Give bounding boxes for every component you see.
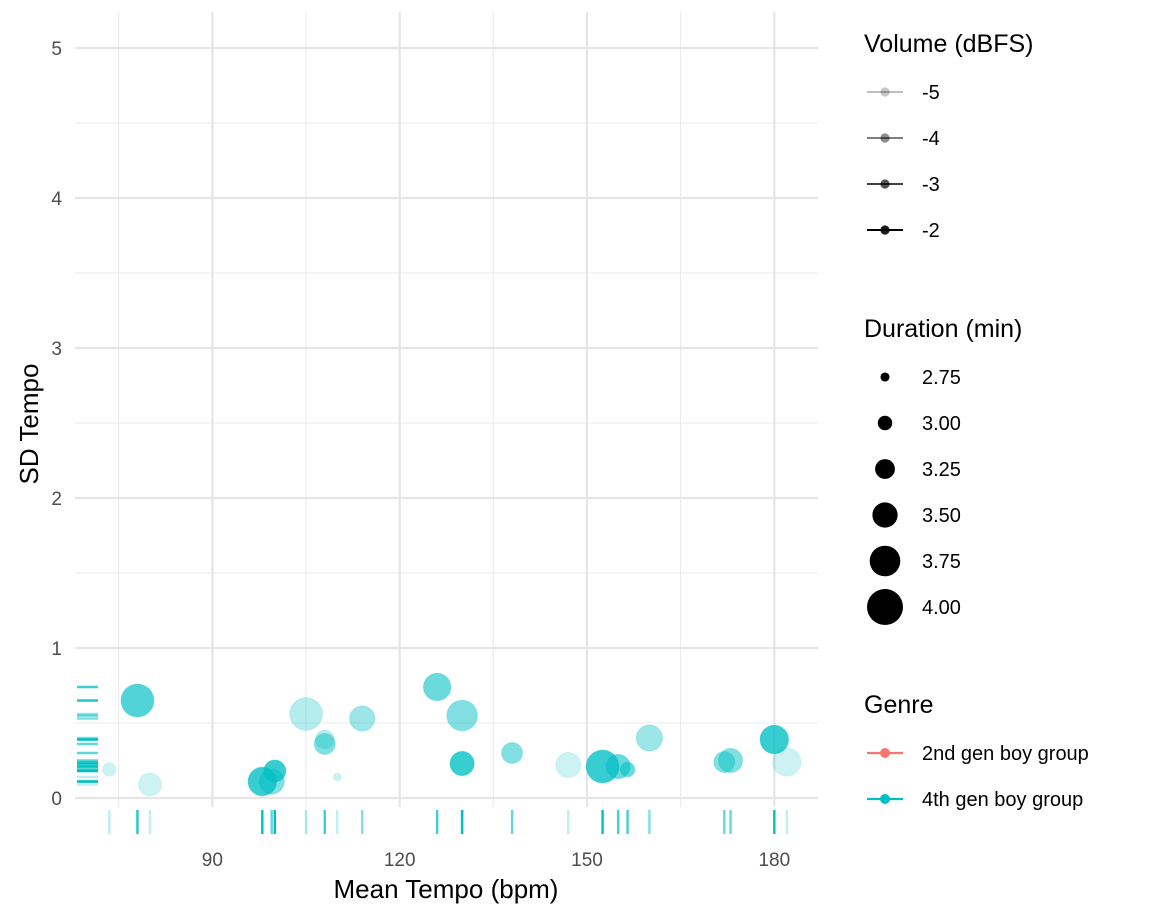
data-point [314, 729, 335, 750]
data-point [313, 733, 336, 755]
legend-label: -3 [922, 174, 940, 196]
legend-label: 4th gen boy group [922, 789, 1083, 811]
legend-key-point [880, 794, 890, 804]
legend-label: 3.25 [922, 459, 961, 481]
data-point [713, 751, 736, 773]
x-tick-label: 180 [758, 850, 790, 871]
y-tick-label: 4 [51, 189, 62, 210]
data-point [555, 751, 582, 779]
legend-key-point [875, 459, 895, 479]
legend-key-point [869, 545, 901, 577]
legend-label: 2.75 [922, 367, 961, 389]
legend-label: -4 [922, 128, 940, 150]
legend-key-point [867, 589, 903, 625]
major-gridlines [75, 12, 818, 807]
data-point [772, 747, 802, 777]
data-point [120, 683, 155, 718]
legend-key-point [880, 225, 890, 235]
data-point [263, 759, 287, 783]
legend-title: Genre [864, 691, 933, 719]
y-tick-label: 2 [51, 489, 62, 510]
y-axis-ticks: 0 1 2 3 4 5 [51, 39, 62, 810]
x-axis-title: Mean Tempo (bpm) [334, 874, 559, 904]
data-points [102, 672, 802, 797]
data-point [759, 724, 790, 755]
x-rug [108, 810, 788, 834]
legend-label: 4.00 [922, 597, 961, 619]
legend-label: 3.00 [922, 413, 961, 435]
x-tick-label: 120 [384, 850, 416, 871]
data-point [446, 699, 478, 732]
legend-title: Duration (min) [864, 315, 1022, 343]
legend-key-point [880, 179, 890, 189]
y-rug [77, 685, 98, 786]
data-point [289, 697, 323, 731]
legend-key-point [880, 372, 890, 382]
legend-key-point [880, 748, 890, 758]
data-point [635, 724, 664, 752]
legend-label: 3.50 [922, 505, 961, 527]
y-tick-label: 0 [51, 789, 62, 810]
x-tick-label: 90 [202, 850, 223, 871]
legends: Volume (dBFS) -5 -4 -3 -2 Duration (min) 2.75 3… [864, 30, 1089, 811]
data-point [449, 750, 475, 777]
legend-key-point [877, 415, 893, 431]
y-tick-label: 1 [51, 639, 62, 660]
data-point [619, 761, 636, 778]
x-axis-ticks: 90 120 150 180 [202, 850, 790, 871]
legend-key-point [872, 502, 898, 528]
data-point [102, 762, 117, 777]
minor-gridlines [75, 12, 818, 807]
data-point [137, 772, 162, 797]
legend-label: -5 [922, 82, 940, 104]
legend-label: 2nd gen boy group [922, 743, 1089, 765]
y-tick-label: 5 [51, 39, 62, 60]
legend-label: -2 [922, 220, 940, 242]
data-point [422, 672, 452, 702]
legend-key-point [880, 87, 890, 97]
x-tick-label: 150 [571, 850, 603, 871]
legend-title: Volume (dBFS) [864, 30, 1034, 58]
y-axis-title: SD Tempo [14, 364, 44, 485]
data-point [718, 747, 744, 774]
legend-key-point [880, 133, 890, 143]
data-point [349, 705, 376, 732]
y-tick-label: 3 [51, 339, 62, 360]
data-point [501, 742, 524, 764]
legend-label: 3.75 [922, 551, 961, 573]
data-point [332, 772, 342, 782]
